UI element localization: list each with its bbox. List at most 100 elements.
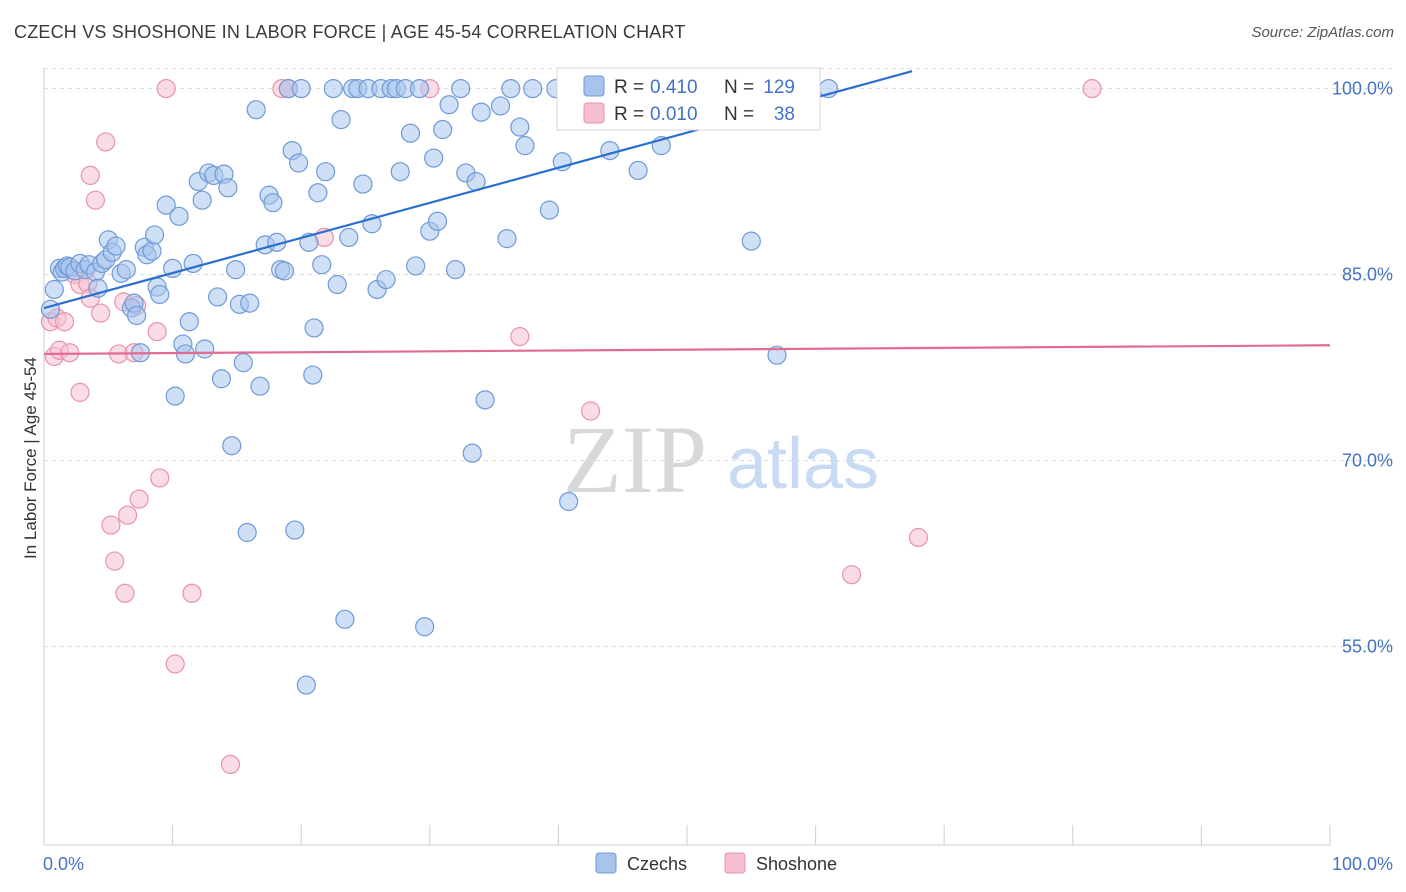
stats-legend: R = 0.410 N = 129 R = 0.010 N = 38 xyxy=(556,67,821,131)
czechs-point xyxy=(415,617,435,637)
czechs-legend-swatch xyxy=(583,75,605,97)
czechs-point xyxy=(741,231,761,251)
czechs-point xyxy=(226,260,246,280)
shoshone-r-label: R = xyxy=(614,104,644,125)
y-tick-label: 55.0% xyxy=(1342,637,1393,657)
czechs-point xyxy=(285,520,305,540)
czechs-point xyxy=(339,227,359,247)
czechs-point xyxy=(192,190,212,210)
czechs-point xyxy=(439,95,459,115)
czechs-point xyxy=(523,78,543,99)
shoshone-legend-swatch xyxy=(583,102,605,124)
chart-title: CZECH VS SHOSHONE IN LABOR FORCE | AGE 4… xyxy=(14,22,686,42)
czechs-point xyxy=(156,195,176,215)
czechs-point xyxy=(169,206,189,226)
y-tick-label: 100.0% xyxy=(1332,79,1393,99)
czechs-point xyxy=(628,160,648,181)
watermark-atlas: atlas xyxy=(727,424,879,504)
czechs-point xyxy=(559,491,579,512)
y-tick-labels: 55.0% 70.0% 85.0% 100.0% xyxy=(1332,79,1393,657)
shoshone-point xyxy=(150,468,170,488)
czechs-point xyxy=(237,522,257,543)
y-tick-label: 85.0% xyxy=(1342,265,1393,285)
czechs-point xyxy=(106,236,126,256)
x-tick-label-max: 100.0% xyxy=(1332,854,1393,874)
czechs-point xyxy=(44,279,64,300)
czechs-point xyxy=(233,353,253,373)
czechs-point xyxy=(376,269,396,290)
czechs-point xyxy=(312,255,332,275)
czechs-point xyxy=(445,260,466,280)
shoshone-point xyxy=(908,527,929,548)
shoshone-n-value: 38 xyxy=(774,104,795,125)
czechs-legend-label: Czechs xyxy=(627,854,687,874)
czechs-point xyxy=(179,312,199,332)
czechs-point xyxy=(308,183,328,203)
shoshone-point xyxy=(129,489,149,509)
czechs-point xyxy=(274,261,295,281)
czechs-point xyxy=(222,436,242,456)
x-tick-label-min: 0.0% xyxy=(43,854,84,874)
czechs-point xyxy=(291,78,311,99)
czechs-point xyxy=(433,119,453,140)
czechs-points xyxy=(40,78,839,695)
czechs-point xyxy=(263,193,283,213)
czechs-point xyxy=(208,287,228,307)
shoshone-point xyxy=(70,382,90,402)
czechs-point xyxy=(497,229,517,249)
czechs-n-label: N = xyxy=(724,77,754,98)
czechs-point xyxy=(211,369,232,389)
czechs-point xyxy=(142,241,162,261)
shoshone-legend-label: Shoshone xyxy=(756,854,837,874)
shoshone-point xyxy=(1082,78,1102,99)
czechs-point xyxy=(240,293,260,313)
y-tick-label: 70.0% xyxy=(1342,451,1393,471)
shoshone-point xyxy=(580,401,601,421)
y-axis-title: In Labor Force | Age 45-54 xyxy=(21,357,40,559)
czechs-point xyxy=(400,123,421,143)
shoshone-point xyxy=(54,312,75,332)
czechs-point xyxy=(304,318,324,338)
shoshone-r-value: 0.010 xyxy=(650,104,698,125)
czechs-point xyxy=(165,386,185,406)
czechs-point xyxy=(331,109,351,130)
series-legend: Czechs Shoshone xyxy=(595,852,837,874)
czechs-r-value: 0.410 xyxy=(650,77,698,98)
shoshone-point xyxy=(105,551,125,571)
shoshone-point xyxy=(90,303,111,323)
shoshone-bottom-swatch xyxy=(724,852,746,874)
czechs-point xyxy=(327,274,347,295)
source-label: Source: ZipAtlas.com xyxy=(1251,24,1394,41)
shoshone-point xyxy=(147,322,167,342)
czechs-point xyxy=(323,78,343,99)
czechs-point xyxy=(316,162,336,182)
czechs-point xyxy=(246,100,266,120)
shoshone-n-label: N = xyxy=(724,104,754,125)
czechs-point xyxy=(539,200,559,220)
czechs-point xyxy=(296,675,316,695)
czechs-point xyxy=(250,376,270,396)
shoshone-point xyxy=(85,190,106,210)
czechs-point xyxy=(195,339,215,359)
shoshone-point xyxy=(156,78,176,99)
shoshone-point xyxy=(165,654,185,674)
czechs-point xyxy=(150,284,170,305)
czechs-point xyxy=(409,78,430,99)
czechs-point xyxy=(490,96,511,116)
shoshone-point xyxy=(96,132,116,152)
czechs-point xyxy=(116,260,136,280)
shoshone-point xyxy=(510,327,530,347)
czechs-point xyxy=(600,141,620,161)
czechs-point xyxy=(475,390,495,410)
czechs-r-label: R = xyxy=(614,77,644,98)
czechs-point xyxy=(406,256,426,276)
czechs-point xyxy=(353,174,373,194)
watermark: ZIP atlas xyxy=(563,406,879,513)
czechs-point xyxy=(451,78,471,99)
czechs-point xyxy=(462,443,482,463)
czechs-point xyxy=(501,78,521,99)
czechs-point xyxy=(144,225,165,245)
shoshone-trend-line xyxy=(43,344,1331,356)
czechs-point xyxy=(471,102,491,122)
czechs-point xyxy=(427,211,448,231)
